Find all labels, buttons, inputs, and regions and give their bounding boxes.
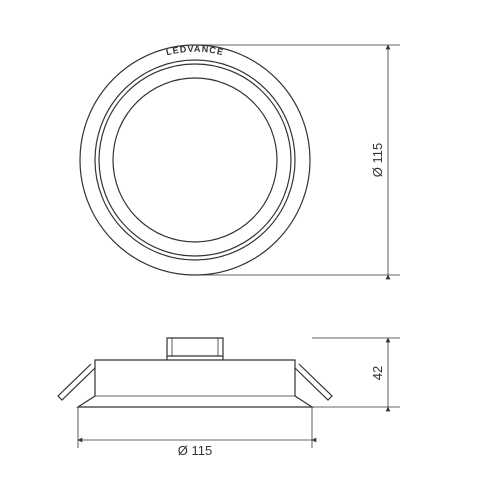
bezel-outer [95, 60, 295, 260]
brand-label: LEDVANCE [165, 44, 225, 58]
bezel-inner [99, 64, 291, 256]
side-height-dim: 42 [370, 366, 385, 380]
body-outline [78, 360, 312, 407]
top-view: LEDVANCE Ø 115 [80, 44, 400, 275]
spring-clip-left [58, 364, 95, 400]
driver-housing [167, 338, 223, 356]
spring-clip-right [295, 364, 332, 400]
side-width-dim: Ø 115 [178, 443, 212, 458]
top-diameter-dim: Ø 115 [370, 143, 385, 177]
technical-drawing: LEDVANCE Ø 115 42 [0, 0, 500, 500]
side-view: 42 Ø 115 [58, 338, 400, 458]
opening-ring [113, 78, 277, 242]
outer-ring [80, 45, 310, 275]
